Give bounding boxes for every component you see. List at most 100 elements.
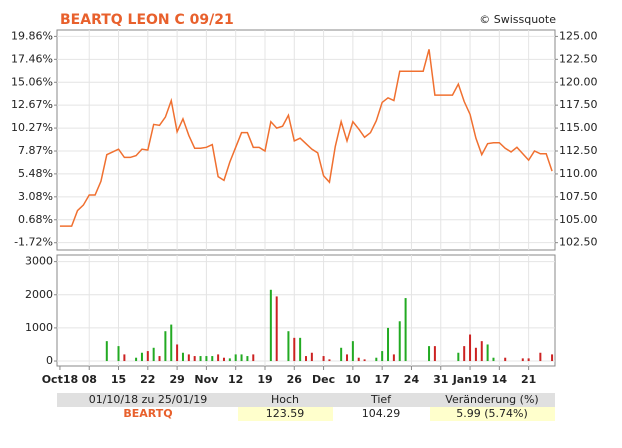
volume-bar	[340, 347, 343, 362]
chart-title: BEARTQ LEON C 09/21	[60, 12, 234, 28]
volume-bar	[105, 341, 108, 362]
volume-bar	[381, 351, 384, 362]
x-tick-label: 12	[228, 373, 243, 386]
volume-bar	[269, 289, 272, 362]
x-tick-label: 24	[404, 373, 420, 386]
x-tick-label: 31	[433, 373, 448, 386]
volume-bar	[146, 351, 149, 362]
volume-bar	[351, 341, 354, 362]
volume-panel	[56, 254, 556, 367]
x-tick-label: 15	[111, 373, 126, 386]
y-tick-label: 110.00	[559, 167, 598, 180]
table-cell: 123.59	[266, 407, 305, 420]
y2-tick-label: 12.67%	[11, 98, 53, 111]
x-tick-label: 17	[375, 373, 390, 386]
x-tick-label: 10	[345, 373, 361, 386]
volume-bar	[217, 354, 220, 362]
y2-tick-label: -1.72%	[14, 236, 53, 249]
volume-bar	[187, 354, 190, 362]
y2-tick-label: 5.48%	[18, 167, 53, 180]
copyright: © Swissquote	[479, 13, 556, 26]
volume-bar	[123, 354, 126, 362]
y2-tick-label: 10.27%	[11, 121, 53, 134]
y-tick-label: 117.50	[559, 98, 598, 111]
volume-bar	[469, 334, 472, 362]
price-line	[59, 49, 553, 227]
y-tick-label: 0	[46, 354, 53, 367]
x-tick-label: Oct18	[42, 373, 78, 386]
volume-bar	[486, 344, 489, 362]
x-tick-label: 29	[169, 373, 184, 386]
y2-tick-label: 15.06%	[11, 75, 53, 88]
volume-bar	[293, 337, 296, 362]
table-header: Tief	[370, 393, 392, 406]
x-tick-label: 08	[82, 373, 97, 386]
y-tick-label: 105.00	[559, 213, 598, 226]
volume-bar	[234, 354, 237, 362]
volume-bar	[346, 354, 349, 362]
y2-tick-label: 19.86%	[11, 29, 53, 42]
volume-bar	[357, 357, 360, 362]
volume-bar	[310, 352, 313, 362]
x-tick-label: 14	[492, 373, 508, 386]
volume-bar	[152, 347, 155, 362]
volume-bar	[387, 327, 390, 362]
y-tick-label: 125.00	[559, 29, 598, 42]
volume-bar	[322, 356, 325, 362]
volume-bar	[299, 337, 302, 362]
y-tick-label: 107.50	[559, 190, 598, 203]
y2-tick-label: 17.46%	[11, 52, 53, 65]
y2-tick-label: 0.68%	[18, 213, 53, 226]
table-header: Hoch	[271, 393, 299, 406]
x-tick-label: 26	[287, 373, 303, 386]
x-tick-label: Dec	[312, 373, 335, 386]
volume-bar	[433, 346, 436, 362]
table-header: 01/10/18 zu 25/01/19	[89, 393, 208, 406]
y-tick-label: 115.00	[559, 121, 598, 134]
volume-bar	[375, 357, 378, 362]
table-cell-bg	[430, 407, 555, 421]
volume-bar	[170, 324, 173, 362]
table-header: Veränderung (%)	[445, 393, 538, 406]
y2-tick-label: 7.87%	[18, 144, 53, 157]
volume-bar	[252, 354, 255, 362]
table-cell: 5.99 (5.74%)	[456, 407, 528, 420]
y-tick-label: 3000	[25, 255, 53, 268]
x-tick-label: 22	[140, 373, 155, 386]
volume-bar	[205, 356, 208, 362]
y-tick-label: 120.00	[559, 75, 598, 88]
table-cell: BEARTQ	[123, 407, 172, 420]
y-tick-label: 1000	[25, 321, 53, 334]
volume-bar	[275, 296, 278, 362]
volume-bar	[527, 358, 530, 362]
volume-bar	[539, 352, 542, 362]
volume-bar	[117, 346, 120, 362]
y-tick-label: 112.50	[559, 144, 598, 157]
volume-bar	[135, 357, 138, 362]
volume-bar	[521, 358, 524, 362]
volume-bar	[492, 357, 495, 362]
x-tick-label: Jan19	[452, 373, 488, 386]
volume-bar	[199, 356, 202, 362]
volume-bar	[228, 358, 231, 362]
price-panel	[56, 29, 556, 251]
volume-bar	[222, 357, 225, 362]
y2-tick-label: 3.08%	[18, 190, 53, 203]
volume-bar	[287, 331, 290, 362]
volume-bar	[404, 298, 407, 362]
volume-bar	[474, 347, 477, 362]
volume-bar	[164, 331, 167, 362]
volume-bar	[140, 352, 143, 362]
volume-bar	[176, 344, 179, 362]
volume-bar	[240, 354, 243, 362]
volume-bar	[463, 346, 466, 362]
volume-bar	[457, 352, 460, 362]
y-tick-label: 122.50	[559, 52, 598, 65]
volume-bar	[158, 356, 161, 362]
x-tick-label: 21	[521, 373, 536, 386]
volume-bar	[181, 352, 184, 362]
volume-bar	[363, 359, 366, 362]
volume-bar	[398, 321, 401, 362]
volume-bar	[193, 356, 196, 362]
